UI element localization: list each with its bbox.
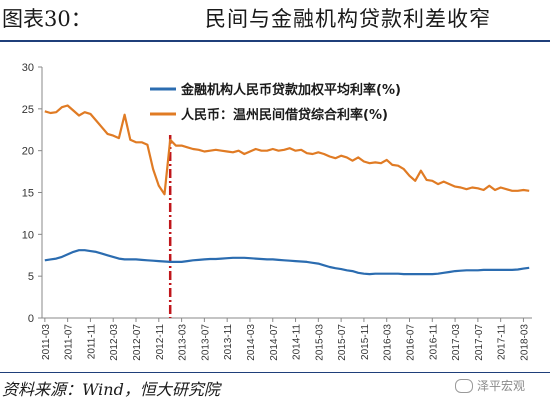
y-tick-label: 5 [28, 271, 34, 283]
legend-label-2: 人民币：温州民间借贷综合利率(%) [181, 107, 388, 123]
y-tick-label: 25 [22, 104, 34, 116]
chart-legend: 金融机构人民币贷款加权平均利率(%) 人民币：温州民间借贷综合利率(%) [150, 82, 401, 123]
x-tick-label: 2012-03 [109, 324, 120, 361]
wechat-icon [455, 378, 473, 393]
x-tick-label: 2015-11 [360, 324, 371, 360]
x-tick-label: 2016-03 [383, 324, 394, 361]
y-tick-label: 20 [22, 146, 34, 158]
x-tick-label: 2014-03 [246, 324, 257, 361]
x-tick-label: 2012-07 [132, 324, 143, 361]
x-tick-label: 2011-11 [86, 324, 97, 360]
x-tick-label: 2017-07 [474, 324, 485, 361]
y-tick-label: 15 [22, 188, 34, 200]
x-tick-label: 2016-11 [428, 324, 439, 360]
figure-title: 民间与金融机构贷款利差收窄 [205, 7, 491, 31]
y-tick-label: 10 [22, 229, 34, 241]
y-tick-label: 30 [22, 62, 34, 74]
series-line-2 [44, 104, 530, 196]
chart-axes: 0 5 10 15 20 25 30 2011-03 2011-07 2011-11 2012-03… [22, 62, 532, 361]
x-tick-label: 2017-11 [497, 324, 508, 360]
legend-label-1: 金融机构人民币贷款加权平均利率(%) [180, 82, 401, 98]
x-tick-label: 2013-07 [200, 324, 211, 361]
source-rule [0, 372, 550, 373]
figure-header: 图表30： 民间与金融机构贷款利差收窄 [0, 0, 550, 40]
line-chart: 0 5 10 15 20 25 30 2011-03 2011-07 2011-11 2012-03… [22, 62, 532, 361]
x-tick-label: 2013-03 [178, 324, 189, 361]
series-line-1 [44, 249, 530, 276]
x-tick-label: 2011-03 [41, 324, 52, 360]
x-tick-label: 2013-11 [223, 324, 234, 360]
x-tick-label: 2016-07 [406, 324, 417, 361]
x-tick-label: 2017-03 [451, 324, 462, 361]
x-tick-label: 2018-03 [519, 324, 530, 361]
watermark-text: 泽平宏观 [477, 379, 526, 393]
source-note: 资料来源：Wind，恒大研究院 [2, 380, 220, 399]
y-tick-label: 0 [28, 313, 34, 325]
figure-number: 图表30： [2, 7, 92, 31]
header-rule [0, 40, 550, 42]
series-layer [44, 104, 530, 276]
watermark: 泽平宏观 [455, 377, 525, 394]
x-tick-label: 2015-07 [337, 324, 348, 361]
x-tick-label: 2011-07 [64, 324, 75, 360]
x-tick-label: 2014-11 [292, 324, 303, 360]
x-tick-label: 2012-11 [155, 324, 166, 360]
x-tick-label: 2014-07 [269, 324, 280, 361]
x-tick-label: 2015-03 [314, 324, 325, 361]
